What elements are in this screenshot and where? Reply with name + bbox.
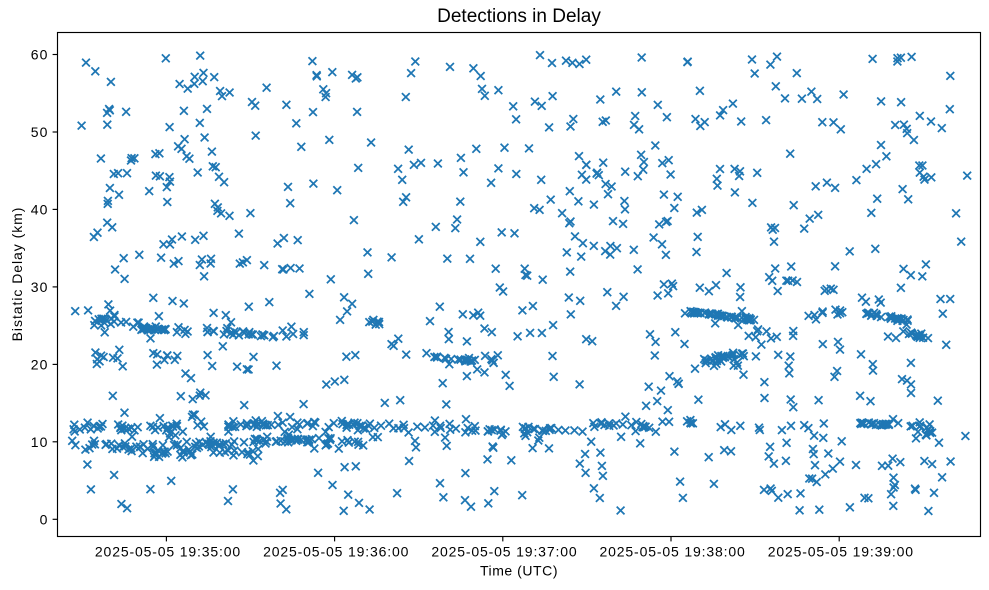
svg-text:20: 20 [31, 356, 49, 372]
svg-text:60: 60 [31, 47, 49, 63]
svg-text:2025-05-05 19:35:00: 2025-05-05 19:35:00 [95, 544, 241, 560]
svg-text:2025-05-05 19:38:00: 2025-05-05 19:38:00 [600, 544, 746, 560]
svg-text:Time (UTC): Time (UTC) [480, 563, 558, 579]
svg-text:0: 0 [40, 511, 49, 527]
svg-text:2025-05-05 19:37:00: 2025-05-05 19:37:00 [431, 544, 577, 560]
svg-text:Bistatic Delay (km): Bistatic Delay (km) [9, 207, 25, 342]
svg-text:50: 50 [31, 124, 49, 140]
svg-text:Detections in Delay: Detections in Delay [437, 6, 601, 27]
svg-text:40: 40 [31, 201, 49, 217]
svg-text:10: 10 [31, 434, 49, 450]
svg-text:30: 30 [31, 279, 49, 295]
svg-text:2025-05-05 19:39:00: 2025-05-05 19:39:00 [768, 544, 914, 560]
svg-text:2025-05-05 19:36:00: 2025-05-05 19:36:00 [263, 544, 409, 560]
